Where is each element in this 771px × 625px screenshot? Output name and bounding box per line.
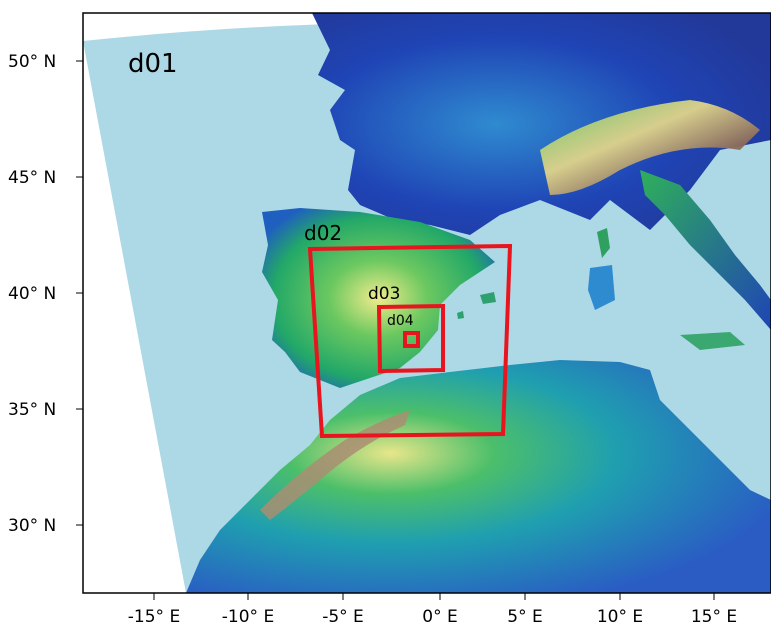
label-d04: d04 <box>387 313 414 329</box>
land-ibiza <box>457 311 464 319</box>
lon-tick-label: 0° E <box>422 607 457 625</box>
land-north-africa <box>186 360 771 593</box>
lat-tick-label: 50° N <box>8 52 56 72</box>
lat-tick-label: 35° N <box>8 400 56 420</box>
land-mallorca <box>480 292 496 304</box>
alps-terrain <box>540 100 760 195</box>
domain-box-d04 <box>403 331 420 348</box>
lat-tick-label: 45° N <box>8 168 56 188</box>
nested-domains <box>307 243 513 439</box>
lon-tick-label: 5° E <box>507 607 542 625</box>
land-corsica <box>597 228 610 258</box>
map-area <box>83 13 771 593</box>
land-sicily <box>680 332 745 350</box>
domain-box-d03 <box>376 303 445 374</box>
domain-box-d02 <box>307 243 513 439</box>
lat-tick-label: 30° N <box>8 516 56 536</box>
map-frame <box>82 12 771 594</box>
lon-tick-label: -10° E <box>222 607 274 625</box>
land-iberia <box>262 208 495 388</box>
label-d01: d01 <box>128 49 178 79</box>
land-italy <box>640 170 771 330</box>
lat-tick-label: 40° N <box>8 284 56 304</box>
lon-tick-label: -5° E <box>322 607 364 625</box>
land-sardinia <box>588 265 615 310</box>
lon-tick-label: 10° E <box>597 607 643 625</box>
lat-axis <box>76 60 83 526</box>
lon-tick-label: 15° E <box>691 607 737 625</box>
label-d02: d02 <box>304 221 342 245</box>
lon-tick-label: -15° E <box>128 607 180 625</box>
atlas-terrain <box>260 410 410 520</box>
lon-axis <box>153 593 715 600</box>
label-d03: d03 <box>368 284 400 304</box>
